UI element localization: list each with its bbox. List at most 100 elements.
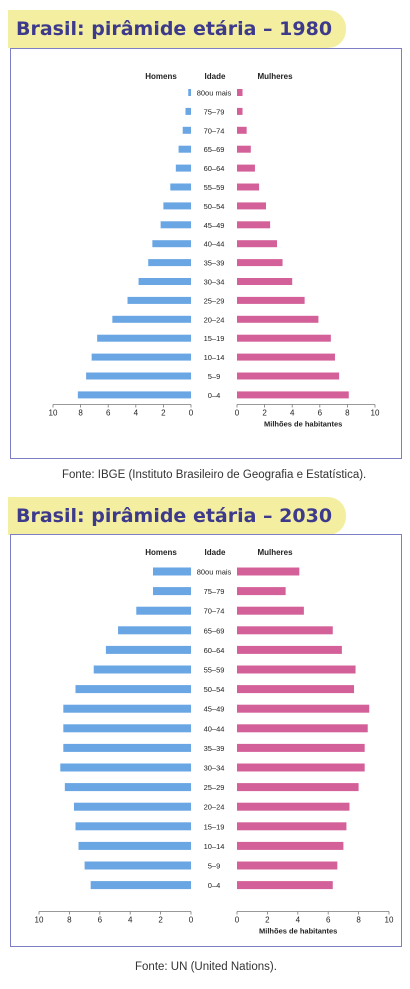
bar-men xyxy=(112,315,191,323)
men-header: Homens xyxy=(145,548,177,557)
chart-1-pyramid: Homens Idade Mulheres 0–4 5–9 10–14 15–19 20–24… xyxy=(49,72,380,429)
chart-1-frame: Homens Idade Mulheres 0–4 5–9 10–14 15–19 20–24… xyxy=(10,48,402,459)
chart-2-source: Fonte: UN (United Nations). xyxy=(135,961,277,973)
age-header: Idade xyxy=(205,548,226,557)
bar-men xyxy=(118,626,191,635)
age-label: 60–64 xyxy=(204,164,225,173)
bar-women xyxy=(237,704,370,713)
bar-women xyxy=(237,202,266,210)
bar-men xyxy=(91,353,191,361)
age-label: 80ou mais xyxy=(197,89,232,98)
x-tick-label: 2 xyxy=(265,916,270,925)
age-label: 0–4 xyxy=(208,881,221,890)
bar-women xyxy=(237,724,368,733)
age-label: 30–34 xyxy=(204,764,225,773)
age-label: 15–19 xyxy=(204,822,225,831)
bar-women xyxy=(237,822,347,831)
bar-women xyxy=(237,107,243,115)
bar-men xyxy=(90,881,191,890)
chart-1-title-text: Brasil: pirâmide etária – 1980 xyxy=(16,18,333,40)
x-tick-label: 2 xyxy=(262,409,267,418)
age-label: 55–59 xyxy=(204,183,225,192)
age-label: 65–69 xyxy=(204,145,225,154)
bar-men xyxy=(152,240,191,248)
women-header: Mulheres xyxy=(257,72,293,81)
bar-women xyxy=(237,353,335,361)
age-label: 70–74 xyxy=(204,607,225,616)
chart-1-source: Fonte: IBGE (Instituto Brasileiro de Geo… xyxy=(62,469,367,481)
bar-men xyxy=(64,783,191,792)
bar-men xyxy=(127,296,191,304)
age-label: 45–49 xyxy=(204,221,225,230)
bar-women xyxy=(237,763,365,772)
age-label: 55–59 xyxy=(204,666,225,675)
bar-women xyxy=(237,685,355,694)
bar-women xyxy=(237,841,344,850)
men-header: Homens xyxy=(145,72,177,81)
bar-men xyxy=(188,89,191,96)
bar-women xyxy=(237,587,286,596)
bar-men xyxy=(185,107,191,115)
age-label: 15–19 xyxy=(204,334,225,343)
bar-men xyxy=(93,665,191,674)
bar-women xyxy=(237,183,260,191)
x-tick-label: 10 xyxy=(385,916,394,925)
bar-men xyxy=(63,743,191,752)
bar-men xyxy=(175,164,191,172)
bar-men xyxy=(105,645,191,654)
axis-unit-label: Milhões de habitantes xyxy=(264,420,342,429)
bar-men xyxy=(182,126,191,134)
x-tick-label: 2 xyxy=(158,916,163,925)
bar-men xyxy=(138,278,191,285)
bar-women xyxy=(237,881,333,890)
bar-men xyxy=(78,841,191,850)
x-tick-label: 10 xyxy=(371,409,380,418)
age-label: 5–9 xyxy=(208,862,221,871)
bar-women xyxy=(237,802,350,811)
age-label: 40–44 xyxy=(204,724,225,733)
bar-women xyxy=(237,626,333,635)
bar-women xyxy=(237,259,283,267)
bar-women xyxy=(237,126,247,134)
age-label: 40–44 xyxy=(204,240,225,249)
bar-men xyxy=(75,685,191,694)
age-label: 75–79 xyxy=(204,107,225,116)
bar-men xyxy=(163,202,191,210)
bar-men xyxy=(136,606,191,615)
bar-women xyxy=(237,296,305,304)
x-tick-label: 2 xyxy=(161,409,166,418)
age-label: 25–29 xyxy=(204,296,225,305)
x-tick-label: 8 xyxy=(356,916,361,925)
age-label: 60–64 xyxy=(204,646,225,655)
bar-men xyxy=(160,221,191,229)
x-tick-label: 10 xyxy=(49,409,58,418)
bar-women xyxy=(237,606,304,615)
age-label: 50–54 xyxy=(204,202,225,211)
age-label: 50–54 xyxy=(204,685,225,694)
bar-men xyxy=(84,861,191,870)
women-header: Mulheres xyxy=(257,548,293,557)
bar-women xyxy=(237,164,255,172)
x-tick-label: 4 xyxy=(134,409,139,418)
bar-men xyxy=(86,372,191,380)
age-label: 20–24 xyxy=(204,803,225,812)
x-tick-label: 6 xyxy=(326,916,331,925)
bar-women xyxy=(237,221,271,229)
age-label: 0–4 xyxy=(208,391,221,400)
bar-women xyxy=(237,278,293,285)
x-tick-label: 0 xyxy=(235,409,240,418)
age-label: 70–74 xyxy=(204,126,225,135)
bar-women xyxy=(237,743,365,752)
x-tick-label: 8 xyxy=(345,409,350,418)
age-label: 10–14 xyxy=(204,353,225,362)
bar-men xyxy=(77,391,191,399)
bar-men xyxy=(73,802,191,811)
x-tick-label: 0 xyxy=(189,916,194,925)
age-label: 35–39 xyxy=(204,259,225,268)
bar-men xyxy=(153,587,191,596)
bar-men xyxy=(63,704,191,713)
bar-men xyxy=(170,183,191,191)
bar-women xyxy=(237,334,331,342)
x-tick-label: 8 xyxy=(78,409,83,418)
bar-women xyxy=(237,145,251,153)
